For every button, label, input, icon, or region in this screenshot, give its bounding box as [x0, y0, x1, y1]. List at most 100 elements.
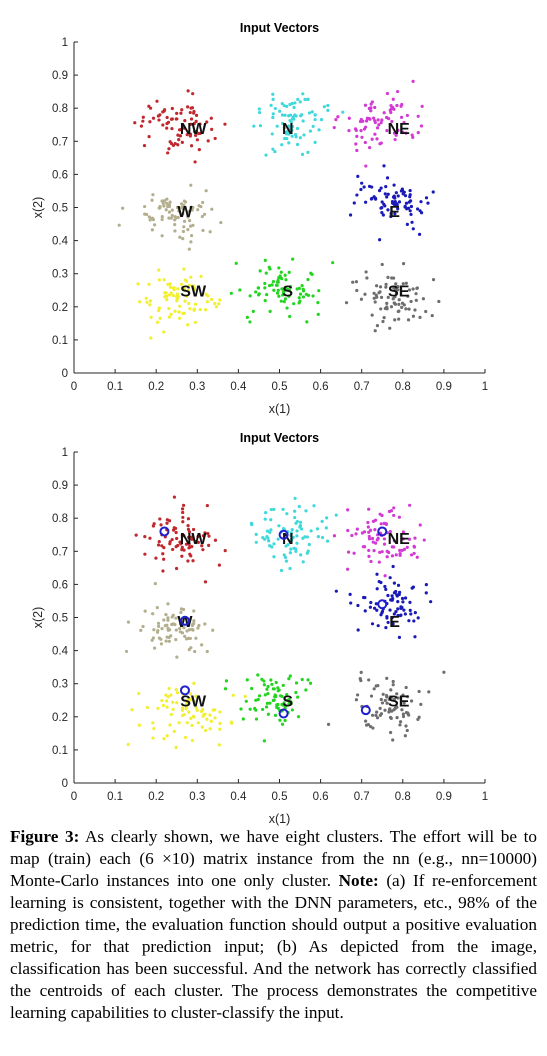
y-tick-label: 0.8: [52, 103, 68, 115]
data-point: [173, 222, 177, 227]
data-point: [231, 693, 235, 697]
data-point: [385, 91, 390, 96]
y-axis-label: x(2): [31, 197, 45, 219]
data-point: [405, 545, 409, 550]
data-point: [185, 133, 189, 137]
data-point: [280, 276, 284, 281]
data-point: [390, 276, 394, 280]
cluster-label-s: S: [282, 283, 293, 300]
x-tick-label: 0.1: [107, 381, 123, 393]
data-point: [209, 719, 213, 723]
data-point: [284, 559, 289, 563]
data-point: [165, 705, 169, 709]
data-point: [243, 694, 247, 699]
data-point: [385, 301, 389, 305]
data-point: [168, 200, 172, 204]
data-point: [161, 110, 165, 114]
data-point: [388, 326, 392, 330]
data-point: [360, 135, 364, 139]
data-point: [166, 282, 170, 286]
data-point: [378, 550, 382, 554]
data-point: [377, 123, 381, 127]
data-point: [183, 119, 187, 123]
data-point: [324, 526, 328, 530]
data-point: [269, 528, 273, 532]
data-point: [385, 549, 389, 553]
centroid-marker: [278, 708, 289, 719]
data-point: [177, 721, 181, 725]
data-point: [279, 568, 284, 573]
data-point: [391, 622, 395, 626]
data-point: [322, 105, 326, 109]
data-point: [187, 628, 192, 632]
data-point: [145, 705, 150, 710]
data-point: [271, 92, 275, 96]
data-point: [206, 139, 210, 143]
data-point: [407, 537, 412, 541]
x-tick-label: 0.9: [436, 791, 452, 803]
data-point: [334, 589, 338, 593]
data-point: [411, 585, 415, 589]
data-point: [306, 293, 311, 297]
data-point: [417, 689, 421, 694]
data-point: [395, 89, 400, 94]
data-point: [285, 104, 289, 108]
data-point: [401, 712, 405, 716]
data-point: [176, 133, 180, 137]
data-point: [191, 92, 195, 96]
data-point: [406, 712, 410, 716]
data-point: [397, 635, 402, 639]
data-point: [272, 288, 276, 292]
data-point: [391, 97, 395, 101]
data-point: [408, 600, 412, 604]
data-point: [419, 124, 424, 128]
data-point: [203, 580, 208, 584]
data-point: [354, 142, 358, 146]
data-point: [313, 113, 317, 117]
data-point: [400, 708, 404, 712]
data-point: [143, 609, 147, 613]
data-point: [117, 223, 121, 227]
data-point: [382, 202, 386, 206]
data-point: [364, 270, 368, 274]
cluster-sw: [136, 267, 222, 340]
data-point: [174, 530, 178, 535]
data-point: [372, 549, 376, 553]
data-point: [287, 270, 291, 274]
data-point: [285, 693, 289, 697]
data-point: [171, 622, 175, 626]
data-point: [145, 212, 149, 217]
data-point: [378, 713, 382, 717]
data-point: [377, 560, 381, 564]
data-point: [245, 315, 249, 319]
data-point: [190, 208, 194, 212]
data-point: [266, 691, 270, 696]
data-point: [189, 646, 193, 650]
centroid-marker: [377, 599, 388, 610]
data-point: [151, 193, 155, 197]
data-point: [394, 292, 399, 296]
data-point: [362, 185, 366, 189]
data-point: [278, 109, 282, 113]
data-point: [201, 200, 205, 205]
data-point: [275, 280, 280, 284]
centroid-marker: [179, 615, 190, 626]
data-point: [359, 670, 363, 674]
data-point: [281, 293, 285, 297]
data-point: [169, 216, 173, 220]
x-tick-label: 0.9: [436, 381, 452, 393]
data-point: [379, 141, 383, 145]
data-point: [271, 147, 275, 151]
data-point: [403, 612, 407, 616]
data-point: [396, 284, 400, 289]
data-point: [274, 680, 278, 685]
data-point: [186, 210, 190, 214]
data-point: [273, 713, 278, 717]
data-point: [380, 262, 384, 267]
data-point: [392, 697, 396, 701]
data-point: [401, 714, 406, 719]
data-point: [430, 314, 434, 318]
data-point: [178, 630, 182, 634]
data-point: [213, 538, 218, 542]
data-point: [285, 512, 289, 516]
